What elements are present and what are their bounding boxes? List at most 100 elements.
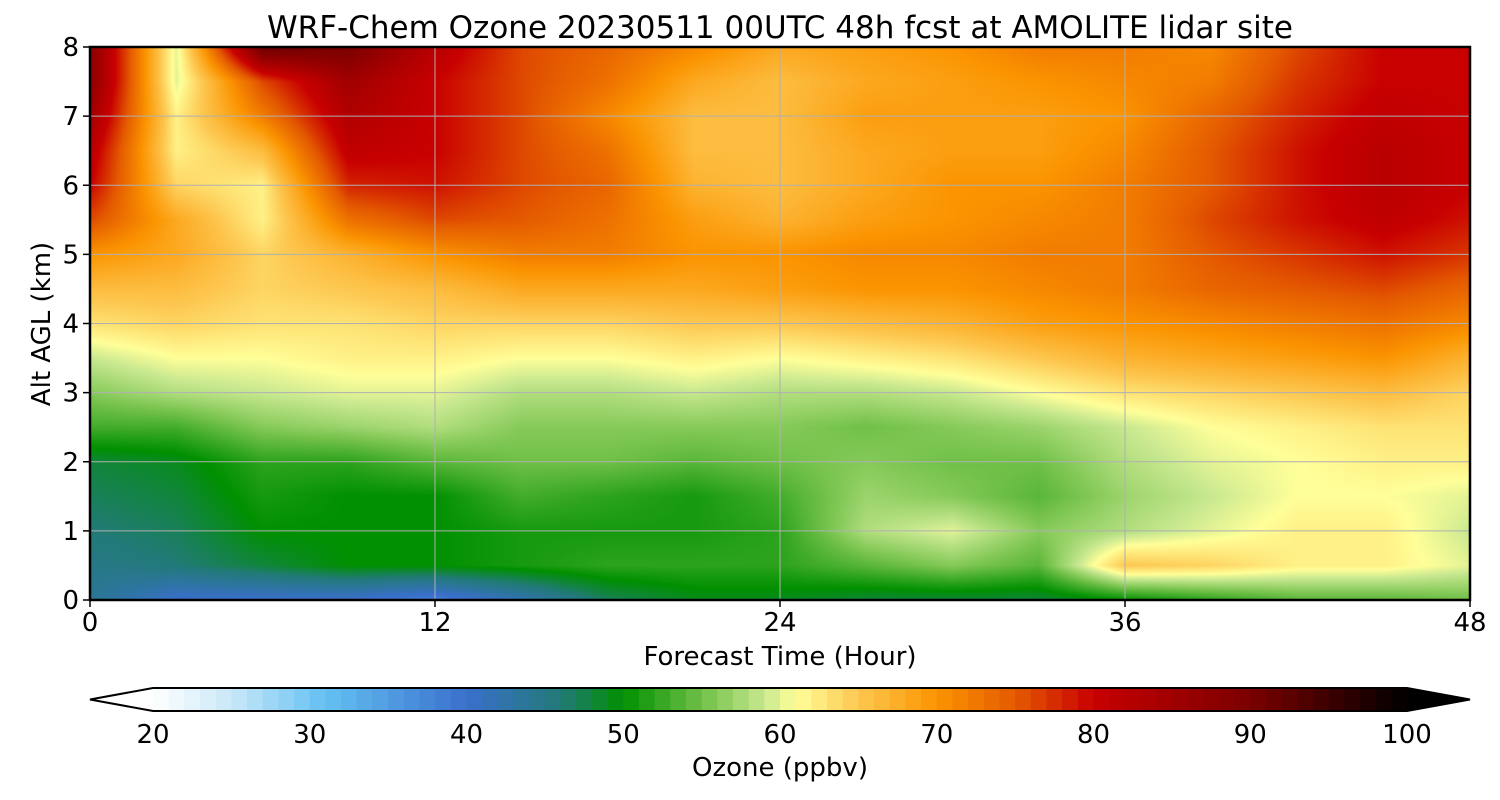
colorbar-segment <box>576 688 593 711</box>
colorbar-segment <box>607 688 624 711</box>
colorbar-segment <box>1030 688 1048 711</box>
colorbar-segment <box>874 688 891 711</box>
colorbar-segment <box>827 688 844 711</box>
colorbar-segment <box>1218 688 1236 711</box>
colorbar-segment <box>419 688 436 711</box>
colorbar-segment <box>764 688 781 711</box>
colorbar-segment <box>231 688 248 711</box>
y-tick-label: 5 <box>62 240 79 270</box>
x-tick-label: 24 <box>763 608 796 638</box>
colorbar-segment <box>294 688 311 711</box>
colorbar-label: Ozone (ppbv) <box>692 753 868 783</box>
colorbar-segment <box>341 688 358 711</box>
colorbar-segment <box>466 688 483 711</box>
colorbar-segment <box>670 688 687 711</box>
colorbar-segment <box>513 688 530 711</box>
colorbar-segment <box>1312 688 1330 711</box>
y-tick-label: 7 <box>62 102 79 132</box>
colorbar-tick-label: 90 <box>1234 720 1267 750</box>
y-tick-label: 0 <box>62 586 79 616</box>
colorbar-low-extension <box>90 688 153 711</box>
colorbar-segment <box>889 688 906 711</box>
colorbar-segment <box>623 688 640 711</box>
colorbar-segment <box>1281 688 1298 711</box>
chart-title: WRF-Chem Ozone 20230511 00UTC 48h fcst a… <box>267 10 1293 46</box>
colorbar-segment <box>1391 688 1408 711</box>
colorbar-segment <box>748 688 765 711</box>
colorbar-segment <box>1375 688 1392 711</box>
colorbar-segment <box>1250 688 1267 711</box>
colorbar-segment <box>168 688 185 711</box>
colorbar-segment <box>1328 688 1345 711</box>
colorbar-segment <box>560 688 577 711</box>
colorbar-tick-label: 30 <box>293 720 326 750</box>
colorbar-segment <box>482 688 499 711</box>
colorbar-segment <box>1265 688 1283 711</box>
colorbar-segment <box>153 688 170 711</box>
y-tick-label: 8 <box>62 33 79 63</box>
colorbar-segment <box>435 688 452 711</box>
colorbar-segment <box>1344 688 1361 711</box>
y-tick-label: 6 <box>62 171 79 201</box>
colorbar-segment <box>1203 688 1220 711</box>
colorbar-segment <box>1156 688 1173 711</box>
colorbar-segment <box>732 688 750 711</box>
colorbar-tick-label: 70 <box>920 720 953 750</box>
colorbar-segment <box>842 688 859 711</box>
colorbar-segment <box>1124 688 1142 711</box>
x-tick-label: 36 <box>1108 608 1141 638</box>
colorbar-segment <box>200 688 217 711</box>
colorbar-segment <box>497 688 515 711</box>
x-tick-label: 12 <box>418 608 451 638</box>
colorbar-segment <box>717 688 734 711</box>
colorbar-outline <box>89 687 1471 712</box>
colorbar-segment <box>215 688 232 711</box>
colorbar-segment <box>356 688 374 711</box>
colorbar-ticks: 20 30 40 50 60 70 80 90 100 <box>136 720 1431 750</box>
colorbar-segment <box>1062 688 1079 711</box>
colorbar-segment <box>654 688 671 711</box>
colorbar-segment <box>309 688 327 711</box>
colorbar-tick-label: 40 <box>450 720 483 750</box>
colorbar-tick-label: 80 <box>1077 720 1110 750</box>
colorbar <box>89 687 1471 712</box>
colorbar-segment <box>372 688 389 711</box>
colorbar-high-extension <box>1407 688 1470 711</box>
y-tick-label: 1 <box>62 517 79 547</box>
colorbar-segment <box>529 688 546 711</box>
colorbar-segment <box>1234 688 1251 711</box>
colorbar-segment <box>968 688 985 711</box>
colorbar-segment <box>1015 688 1032 711</box>
x-tick-label: 48 <box>1453 608 1486 638</box>
colorbar-segment <box>983 688 1001 711</box>
y-axis-label: Alt AGL (km) <box>27 242 57 406</box>
colorbar-segment <box>544 688 562 711</box>
colorbar-segment <box>701 688 718 711</box>
colorbar-segment <box>999 688 1016 711</box>
colorbar-segment <box>591 688 609 711</box>
y-tick-label: 3 <box>62 379 79 409</box>
colorbar-segment <box>936 688 954 711</box>
colorbar-segment <box>1046 688 1063 711</box>
colorbar-segment <box>184 688 201 711</box>
y-axis: 0 1 2 3 4 5 6 7 8 <box>62 33 90 616</box>
colorbar-segment <box>1187 688 1204 711</box>
colorbar-segment <box>403 688 421 711</box>
colorbar-segment <box>1297 688 1314 711</box>
colorbar-segment <box>1140 688 1157 711</box>
colorbar-segment <box>921 688 938 711</box>
colorbar-segment <box>1077 688 1095 711</box>
x-axis: 0 12 24 36 48 <box>82 600 1487 638</box>
y-tick-label: 4 <box>62 310 79 340</box>
colorbar-tick-label: 60 <box>763 720 796 750</box>
grid <box>90 47 1470 600</box>
colorbar-tick-label: 100 <box>1382 720 1432 750</box>
colorbar-segment <box>811 688 828 711</box>
colorbar-segment <box>1171 688 1189 711</box>
x-tick-label: 0 <box>82 608 99 638</box>
colorbar-tick-label: 50 <box>607 720 640 750</box>
colorbar-segment <box>685 688 703 711</box>
colorbar-segment <box>278 688 295 711</box>
